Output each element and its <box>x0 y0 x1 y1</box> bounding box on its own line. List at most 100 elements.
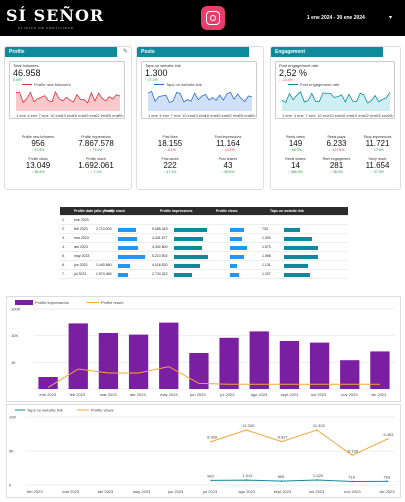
tick-label: 19 ene <box>353 113 366 118</box>
impressions-bar <box>249 331 269 389</box>
tick-label: 1 ene <box>148 113 159 118</box>
views-label: 6.120 <box>348 448 359 453</box>
table-bar <box>174 273 192 277</box>
stat-tile: Reels plays 6.233 ↓ -157.6% <box>318 135 355 152</box>
stat-label: Post impressions <box>214 135 242 139</box>
posts-card: Posts Taps on website link 1.300 ↑ 77.1%… <box>136 46 264 190</box>
column-header[interactable]: Taps on website link <box>270 209 304 213</box>
table-bar <box>174 246 202 250</box>
table-bar <box>174 264 201 268</box>
reach-line <box>47 366 380 388</box>
chevron-down-icon[interactable]: ▾ <box>389 15 393 21</box>
row-index: 2. <box>62 227 65 231</box>
x-tick-label: may 2023 <box>160 392 178 397</box>
stat-label: Profile clicks <box>28 157 48 161</box>
impressions-bar <box>219 337 239 389</box>
x-tick-label: mar 2023 <box>100 392 118 397</box>
table-bar <box>118 273 129 277</box>
table-bar <box>230 255 245 259</box>
stat-label: Post shares <box>218 157 238 161</box>
kpi-change: ↓ -10.4% <box>279 78 293 82</box>
tick-label: 25 ene <box>107 113 120 118</box>
instagram-icon <box>201 6 225 30</box>
x-tick-label: mar 2023 <box>62 489 80 494</box>
taps-label: 805 <box>278 474 285 479</box>
tick-label: 10 ene <box>182 113 195 118</box>
stat-change: ↑ 7.1% <box>90 170 102 174</box>
table-cell: 733 <box>262 227 268 231</box>
engagement-tab[interactable]: Engagement <box>271 47 383 57</box>
tick-label: 13 ene <box>193 113 206 118</box>
stat-change: ↑ 47.8% <box>31 148 45 152</box>
table-header: Profile date (año y mes) Profile reach Pro… <box>60 207 348 216</box>
tick-label: 25 ene <box>239 113 252 118</box>
legend-label: Taps on website link <box>27 408 63 413</box>
kpi-value: 2,52 % <box>279 68 308 78</box>
views-label: 8.926 <box>207 435 218 440</box>
x-tick-label: ago 2023 <box>238 489 255 494</box>
legend-label: Profile views <box>91 408 113 413</box>
tick-label: 4 ene <box>294 113 305 118</box>
taps-label: 763 <box>383 474 390 479</box>
column-header[interactable]: Profile date (año y mes) <box>74 209 114 213</box>
stat-value: 18.155 <box>157 139 183 148</box>
edit-icon[interactable]: ✎ <box>123 49 129 55</box>
tick-label: 7 ene <box>171 113 182 118</box>
stat-label: Post likes <box>162 135 178 139</box>
stat-tile: Profile clicks 13.049 ↑ 38.4% <box>11 157 65 174</box>
table-bar <box>284 264 309 268</box>
row-index: 3. <box>62 236 65 240</box>
x-tick-label: feb 2023 <box>70 392 86 397</box>
posts-tab[interactable]: Posts <box>137 47 249 57</box>
x-tick-label: oct 2023 <box>311 392 327 397</box>
kpi-value: 1.300 <box>145 68 168 78</box>
tick-label: 28 ene <box>388 113 394 118</box>
x-tick-label: jul 2023 <box>219 392 235 397</box>
table-cell: 2.713.000 <box>96 227 112 231</box>
tick-label: 16 ene <box>73 113 86 118</box>
table-bar <box>284 246 318 250</box>
row-date: jun 2023 <box>74 263 88 267</box>
stat-tile: Profile new followers 956 ↑ 47.8% <box>11 135 65 152</box>
taps-label: 1.025 <box>313 473 324 478</box>
stat-label: Reels views <box>286 135 305 139</box>
stat-change: ↑ 17.6% <box>371 148 384 152</box>
column-header[interactable]: Profile views <box>216 209 238 213</box>
kpi-value: 46.958 <box>13 68 41 78</box>
posts-kpi: Taps on website link 1.300 ↑ 77.1% Taps … <box>141 61 257 119</box>
stat-label: Reels shares <box>285 157 306 161</box>
brand-logo: SÍ SEÑOR CLINICA DE FERTILIDAD <box>6 6 104 30</box>
tick-label: 22 ene <box>95 113 108 118</box>
stat-change: ↑ 37.9% <box>371 170 384 174</box>
views-label: 11.320 <box>242 423 255 428</box>
tick-label: 1 ene <box>282 113 293 118</box>
x-tick-label: may 2023 <box>133 489 151 494</box>
table-bar <box>230 228 244 232</box>
stat-value: 956 <box>31 139 45 148</box>
date-range-picker[interactable]: 1 ene 2024 - 30 ene 2024 <box>307 15 365 21</box>
stat-tile: Profile impressions 7.867.578 ↑ 73.0% <box>69 135 123 152</box>
column-header[interactable]: Profile impressions <box>160 209 193 213</box>
table-bar <box>118 246 139 250</box>
impressions-bar <box>279 341 300 389</box>
tick-label: 28 ene <box>118 113 124 118</box>
impressions-bar <box>340 360 360 389</box>
taps-label: 942 <box>207 473 214 478</box>
table-bar <box>284 255 318 259</box>
stat-value: 13.049 <box>25 161 51 170</box>
sparkline-area <box>16 91 120 111</box>
taps-label: 1.012 <box>242 473 253 478</box>
stat-label: Story reach <box>368 157 387 161</box>
profile-tab[interactable]: Profile <box>5 47 117 57</box>
x-tick-label: ene 2023 <box>39 392 56 397</box>
stat-label: Post saves <box>161 157 179 161</box>
impressions-bar <box>98 333 119 389</box>
stat-change: ↑ 73.0% <box>89 148 103 152</box>
stat-change: ↓ -6.1% <box>164 148 176 152</box>
table-row: 7. jul 2023 1.574.465 2.734.322 1.207 <box>60 270 348 279</box>
column-header[interactable]: Profile reach <box>104 209 126 213</box>
table-bar <box>118 255 145 259</box>
stat-label: Reel engagement <box>322 157 351 161</box>
table-bar <box>230 237 242 241</box>
impressions-bar <box>159 322 179 389</box>
